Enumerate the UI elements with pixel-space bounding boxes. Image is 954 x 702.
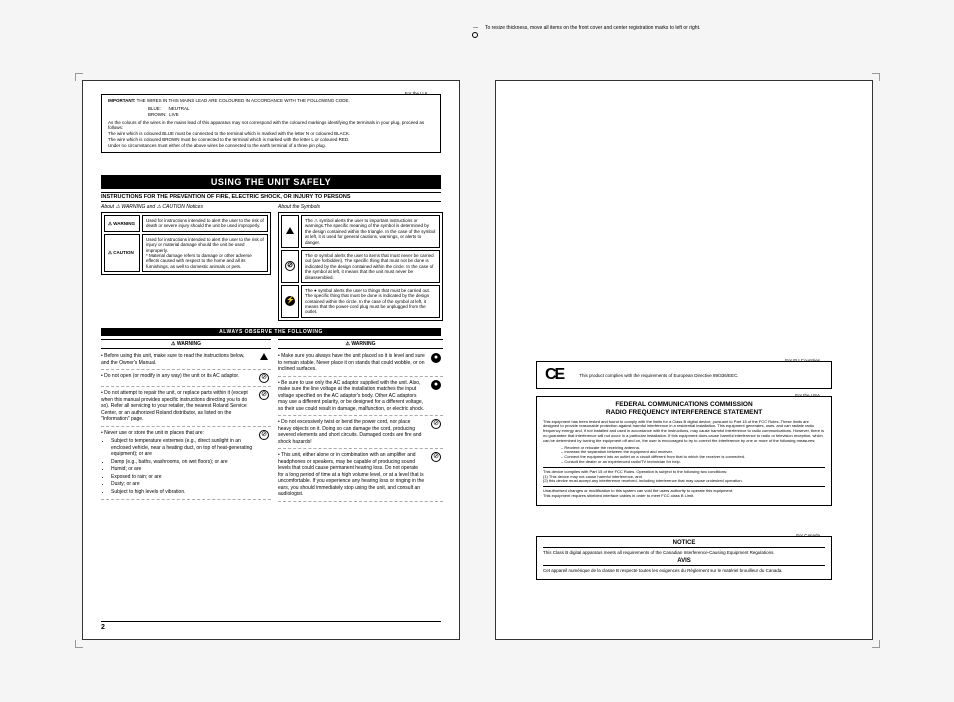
symbols-table: The ⚠ symbol alerts the user to importan… bbox=[278, 212, 443, 321]
ce-mark: CE bbox=[545, 366, 563, 384]
warning-caution-table: ⚠ WARNINGUsed for instructions intended … bbox=[101, 212, 271, 275]
page-number: 2 bbox=[101, 621, 441, 631]
about-right: About the Symbols bbox=[278, 204, 320, 210]
page-right: For EU Countries CE This product complie… bbox=[495, 80, 873, 640]
about-left: About ⚠ WARNING and ⚠ CAUTION Notices bbox=[101, 204, 203, 210]
mandatory-icon: ⚡ bbox=[285, 296, 295, 306]
page-left: For the U.K. IMPORTANT: THE WIRES IN THI… bbox=[82, 80, 460, 640]
eu-box: CE This product complies with the requir… bbox=[536, 361, 832, 389]
uk-box: IMPORTANT: THE WIRES IN THIS MAINS LEAD … bbox=[101, 94, 441, 153]
usa-box: FEDERAL COMMUNICATIONS COMMISSION RADIO … bbox=[536, 396, 832, 506]
instructions-line: INSTRUCTIONS FOR THE PREVENTION OF FIRE,… bbox=[101, 192, 441, 202]
warnings-col-right: • Make sure you always have the unit pla… bbox=[278, 353, 443, 505]
always-bar: ALWAYS OBSERVE THE FOLLOWING bbox=[101, 328, 441, 336]
registration-note: To resize thickness, move all items on t… bbox=[485, 25, 700, 31]
col-header-left: ⚠ WARNING bbox=[101, 339, 271, 349]
prohibit-icon: ⊘ bbox=[285, 261, 295, 271]
canada-box: NOTICE This Class B digital apparatus me… bbox=[536, 536, 832, 580]
title-bar: USING THE UNIT SAFELY bbox=[101, 175, 441, 189]
triangle-icon bbox=[286, 227, 294, 234]
warnings-col-left: • Before using this unit, make sure to r… bbox=[101, 353, 271, 503]
col-header-right: ⚠ WARNING bbox=[278, 339, 443, 349]
